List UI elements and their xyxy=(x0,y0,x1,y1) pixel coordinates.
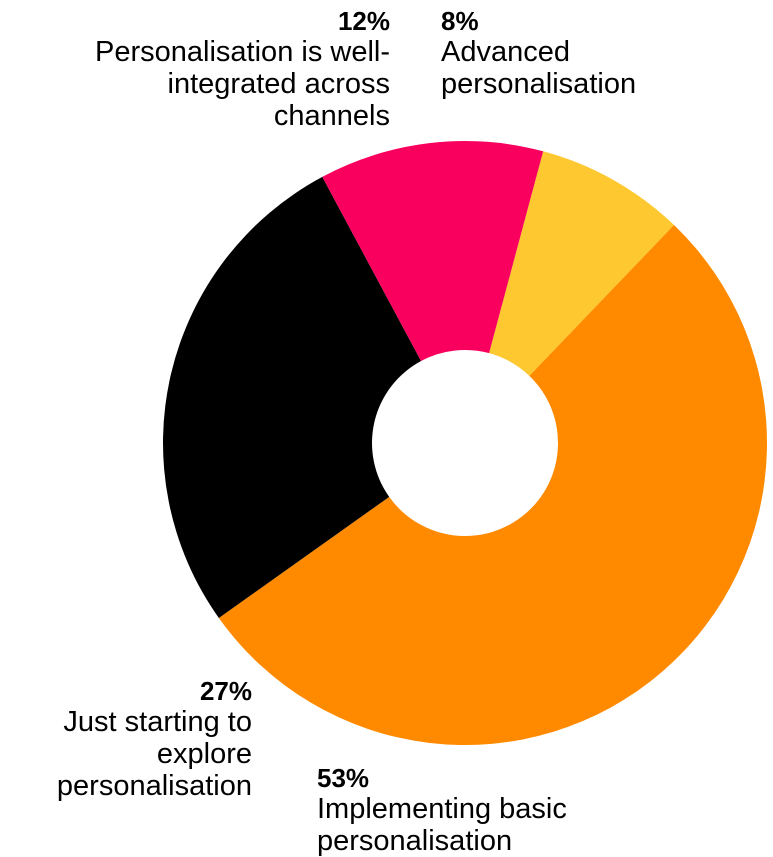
data-label-text: Implementing basic personalisation xyxy=(317,793,567,857)
data-label-well-integrated: 12% Personalisation is well-integrated a… xyxy=(80,6,390,132)
data-label-percent: 8% xyxy=(441,6,479,36)
pie-slice-implementing-basic-personalisation xyxy=(218,225,767,745)
data-label-text: Advanced personalisation xyxy=(441,36,637,100)
data-label-just-starting: 27% Just starting to explore personalisa… xyxy=(0,676,252,802)
pie-slice-advanced-personalisation xyxy=(489,151,675,376)
data-label-text: Personalisation is well-integrated acros… xyxy=(95,36,390,132)
data-label-basic: 53% Implementing basic personalisation xyxy=(317,763,737,857)
data-label-advanced: 8% Advanced personalisation xyxy=(441,6,741,100)
data-label-percent: 12% xyxy=(337,6,390,36)
pie-slice-personalisation-is-well-integrated-across-channels xyxy=(322,141,544,362)
data-label-percent: 53% xyxy=(317,763,370,793)
pie-slice-just-starting-to-explore-personalisation xyxy=(162,176,422,618)
data-label-percent: 27% xyxy=(199,676,252,706)
data-label-text: Just starting to explore personalisation xyxy=(56,706,252,802)
